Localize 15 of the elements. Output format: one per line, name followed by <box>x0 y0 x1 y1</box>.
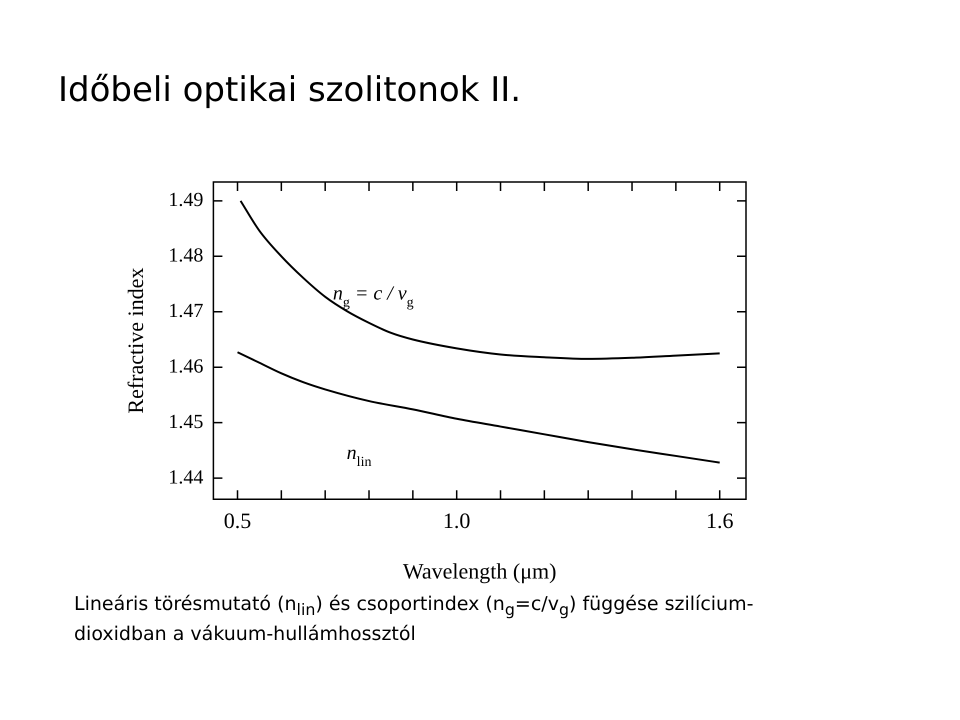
y-tick-label: 1.45 <box>168 410 204 433</box>
x-tick-label: 0.5 <box>224 508 252 534</box>
line-series <box>240 200 721 360</box>
y-tick-label: 1.44 <box>168 466 204 488</box>
y-axis-title: Refractive index <box>122 268 148 414</box>
x-tick-label: 1.6 <box>706 508 734 534</box>
chart-title: Időbeli optikai szolitonok II. <box>58 70 522 110</box>
y-tick-label: 1.48 <box>168 244 204 267</box>
text: Lineáris törésmutató (n$_{lin}$) és csoportindex (n$_{g}$=c/v$_{g}$) függése szilícium-dioxidban a vákuum-hullámhossztól <box>74 593 754 645</box>
y-tick-label: 1.49 <box>168 189 204 212</box>
x-axis-title: Wavelength (μm) <box>402 558 556 584</box>
x-tick-label: 1.0 <box>442 508 470 534</box>
line-series <box>236 351 721 464</box>
y-tick-label: 1.47 <box>168 300 204 322</box>
y-tick-label: 1.46 <box>168 355 204 378</box>
